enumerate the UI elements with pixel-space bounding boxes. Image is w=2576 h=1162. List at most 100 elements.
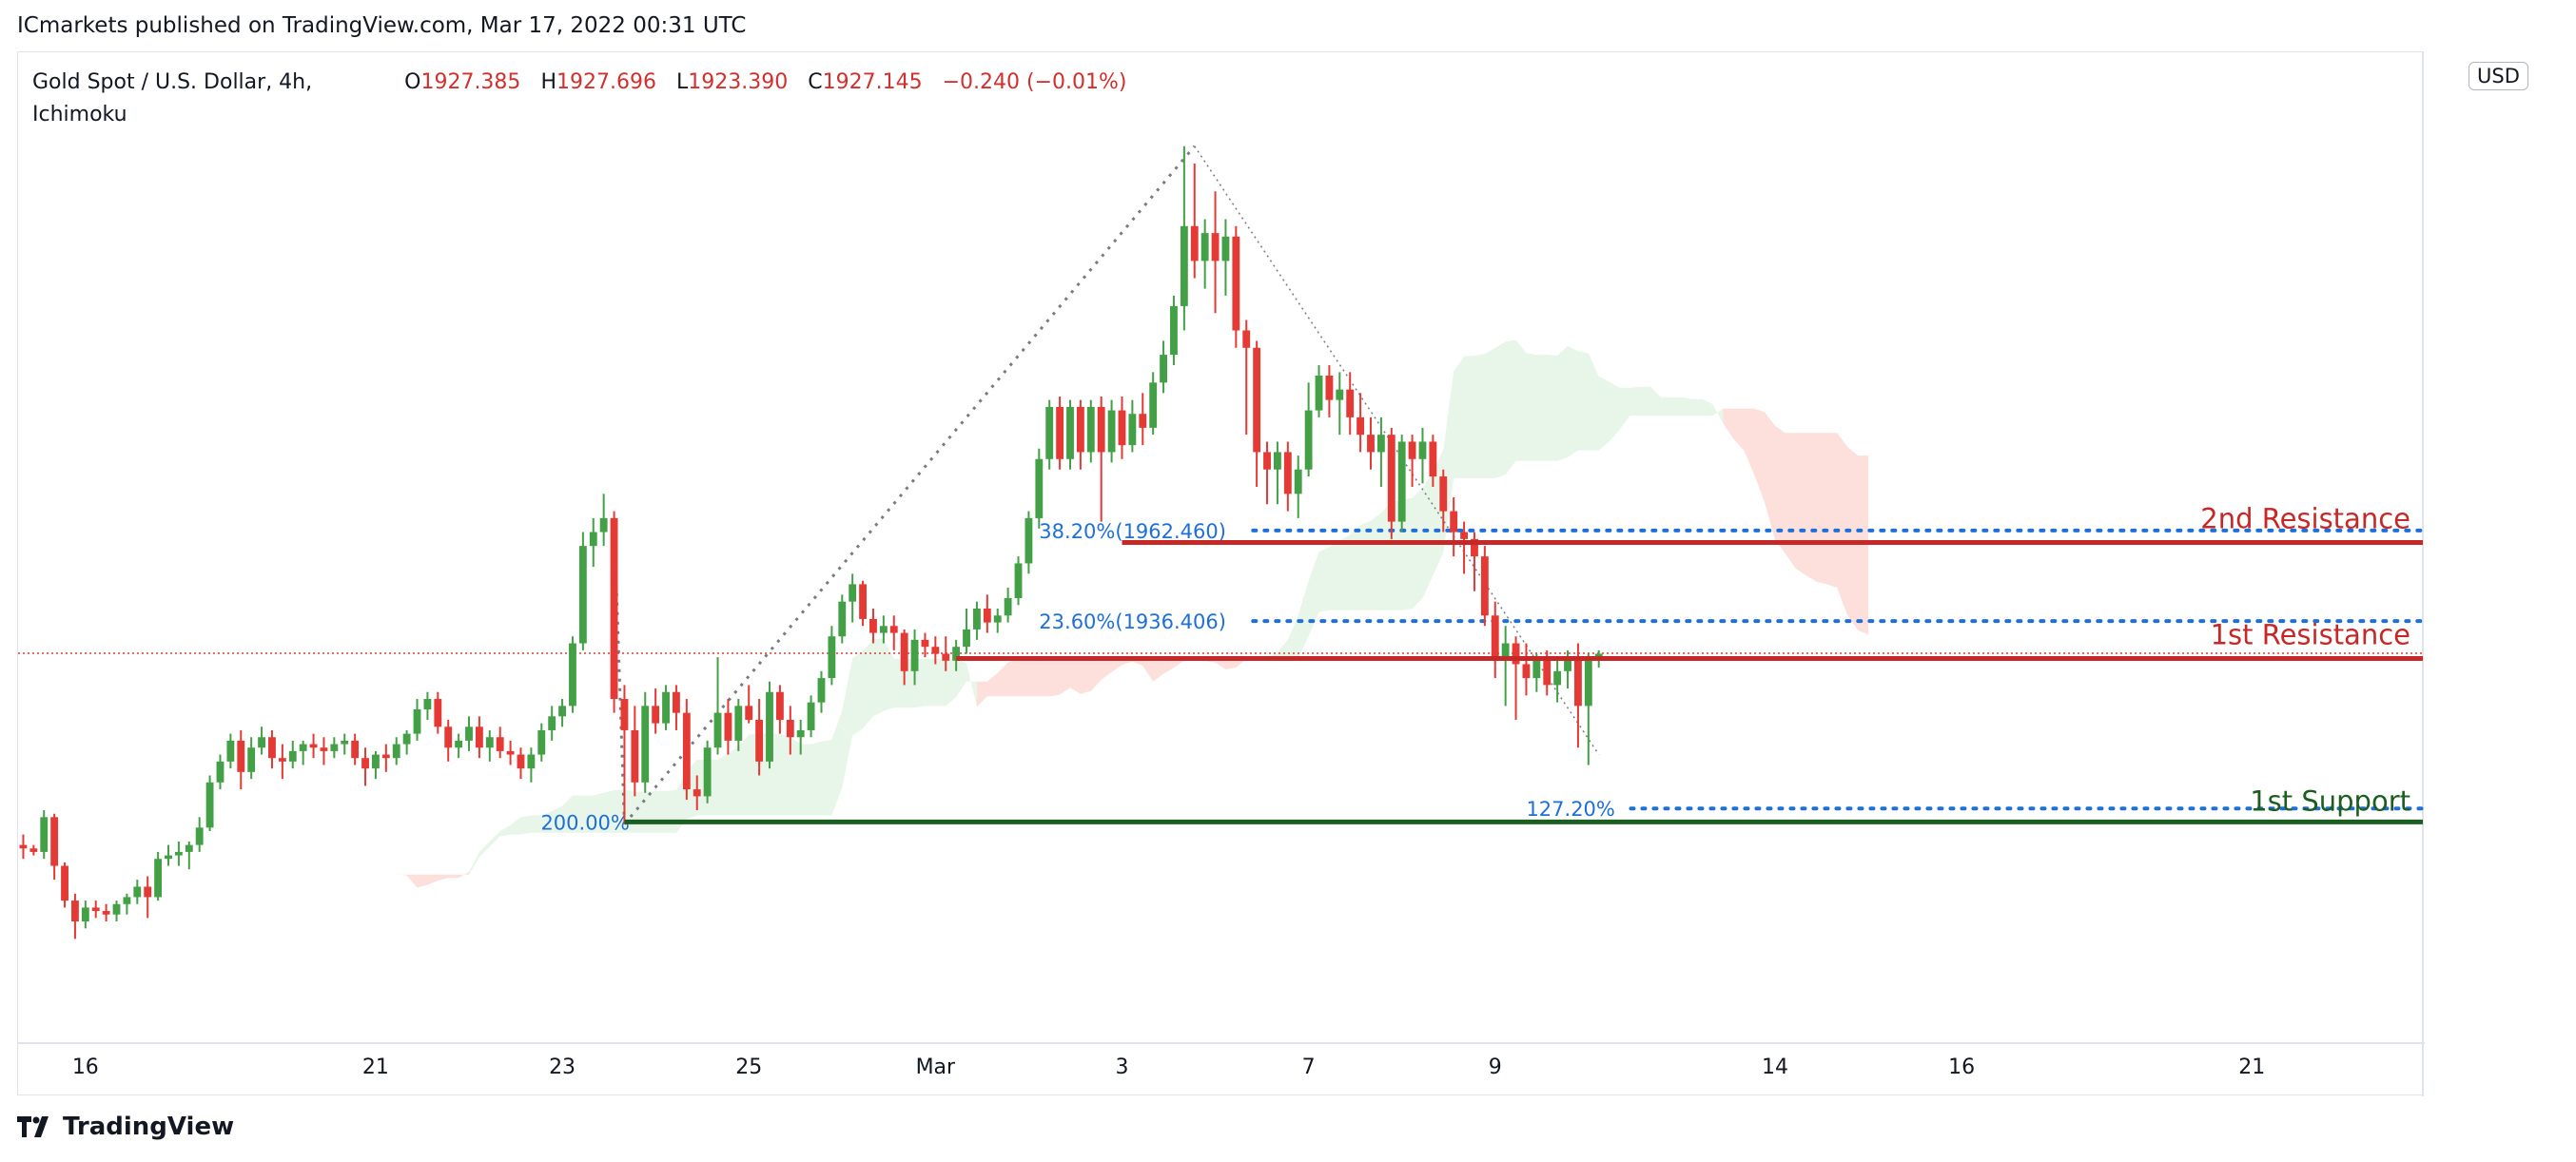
candle: [745, 685, 753, 724]
high-value: 1927.696: [556, 70, 656, 94]
candle: [713, 657, 722, 755]
candle: [775, 685, 784, 734]
candle: [879, 615, 888, 644]
candle: [258, 726, 265, 755]
candle: [869, 608, 877, 644]
fib-trend-lines: 38.20%(1962.460)23.60%(1936.406)127.20%2…: [18, 145, 2425, 834]
candle-body: [662, 691, 670, 724]
candle: [475, 716, 483, 759]
candle: [1118, 396, 1126, 459]
chart-legend: Gold Spot / U.S. Dollar, 4h, O1927.385 H…: [32, 67, 1140, 131]
candle-body: [1564, 657, 1571, 671]
low-value: 1923.390: [688, 70, 789, 94]
candle: [910, 629, 919, 686]
candle: [1076, 399, 1084, 470]
candle: [558, 699, 566, 727]
candle: [133, 880, 142, 904]
candle: [455, 733, 463, 759]
candle-body: [423, 699, 432, 710]
candle-body: [1376, 435, 1385, 453]
candle-body: [775, 691, 784, 720]
symbol-label[interactable]: Gold Spot / U.S. Dollar, 4h,: [32, 70, 313, 94]
fib-level-236-label: 23.60%(1936.406): [1039, 610, 1226, 633]
candle: [413, 699, 421, 741]
candle-body: [1543, 660, 1551, 686]
candle: [1170, 295, 1178, 366]
x-tick-label: 23: [549, 1055, 576, 1079]
candle: [465, 716, 473, 751]
candle: [1522, 643, 1531, 696]
candle-body: [1460, 532, 1468, 539]
candle-body: [1232, 236, 1240, 331]
candle: [19, 834, 28, 860]
candle-body: [942, 653, 950, 661]
candle-body: [569, 643, 576, 707]
candle: [40, 810, 49, 860]
x-tick-label: 25: [735, 1055, 762, 1079]
price-chart[interactable]: 38.20%(1962.460)23.60%(1936.406)127.20%2…: [18, 52, 2425, 1096]
currency-badge[interactable]: USD: [2469, 62, 2528, 90]
candle-body: [288, 750, 297, 762]
candle-body: [1097, 406, 1105, 453]
candle: [1200, 219, 1209, 289]
indicator-label[interactable]: Ichimoku: [32, 103, 127, 126]
candle: [1211, 191, 1220, 314]
candle: [372, 750, 380, 780]
candle-body: [185, 844, 193, 852]
candle: [247, 737, 256, 780]
candle-body: [40, 817, 49, 852]
candle: [1376, 416, 1385, 488]
candle-body: [1014, 563, 1023, 599]
candle: [1004, 588, 1012, 623]
candle: [1107, 399, 1116, 463]
candle-body: [1439, 476, 1448, 512]
candle-body: [1118, 410, 1126, 446]
candle-body: [1086, 406, 1095, 453]
candle-body: [673, 691, 680, 713]
candle-body: [983, 608, 991, 623]
candles: [19, 145, 1603, 939]
candle-body: [1304, 410, 1313, 470]
candle: [1274, 441, 1281, 505]
candle-body: [693, 789, 701, 797]
candle-body: [1387, 435, 1395, 522]
x-tick-label: 7: [1302, 1055, 1316, 1079]
candle-body: [900, 632, 908, 671]
candle-body: [278, 758, 286, 762]
candle-body: [631, 729, 639, 783]
candle-body: [1594, 653, 1603, 658]
fib-level-1272-label: 127.20%: [1526, 798, 1614, 821]
candle: [361, 747, 369, 786]
candle: [1429, 435, 1437, 488]
candle: [237, 729, 245, 790]
candle-body: [1180, 225, 1188, 306]
candle: [527, 747, 536, 783]
price-scale-border: [18, 52, 2425, 1096]
x-tick-label: Mar: [916, 1055, 956, 1079]
candle-body: [309, 744, 318, 748]
candle: [81, 901, 89, 929]
candle: [537, 723, 546, 762]
candle-body: [869, 618, 877, 633]
candle: [952, 639, 961, 671]
candle: [29, 844, 38, 856]
candle-body: [320, 747, 328, 751]
candle-body: [1408, 441, 1416, 459]
candle-body: [828, 636, 836, 679]
candle-body: [361, 758, 369, 769]
candle: [1066, 399, 1074, 470]
tradingview-logo[interactable]: TradingView: [17, 1113, 234, 1141]
candle-body: [952, 647, 961, 661]
chart-frame[interactable]: 38.20%(1962.460) 23.60%(1936.406) 127.20% 2…: [17, 51, 2425, 1096]
candle-body: [1066, 406, 1074, 459]
candle-body: [133, 886, 142, 898]
candle: [61, 862, 68, 908]
x-tick-label: 21: [362, 1055, 389, 1079]
candle: [1491, 601, 1499, 679]
candle-body: [620, 699, 629, 730]
candle-body: [455, 740, 463, 748]
candle-body: [1128, 414, 1137, 446]
candle-body: [745, 706, 753, 720]
candle-body: [537, 729, 546, 755]
candle-body: [1315, 376, 1323, 411]
